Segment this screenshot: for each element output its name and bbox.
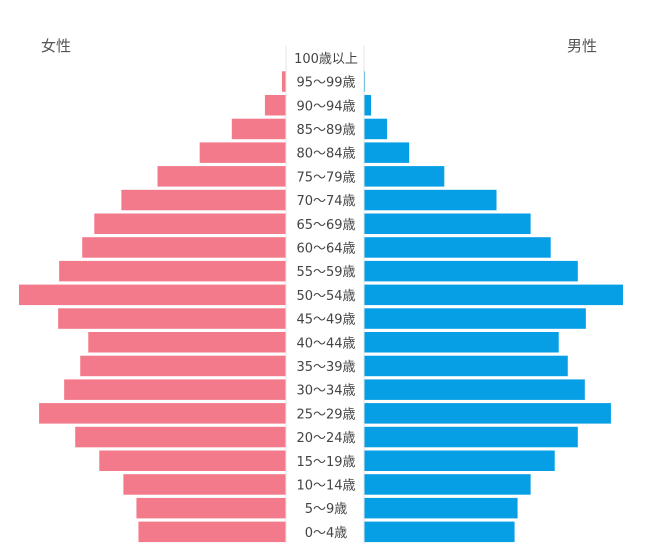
age-label: 5〜9歳 (305, 502, 348, 517)
male-bars-group (364, 71, 623, 543)
male-bar (364, 497, 518, 519)
female-bar (136, 497, 286, 519)
female-bar (123, 474, 286, 495)
age-label: 60〜64歳 (296, 241, 355, 256)
male-bar (364, 142, 410, 163)
female-bar (58, 308, 286, 329)
female-bar (121, 189, 287, 211)
male-bar (364, 284, 623, 306)
age-label: 50〜54歳 (296, 289, 355, 304)
male-bar (364, 521, 515, 543)
male-bar (364, 118, 388, 140)
female-bar (231, 118, 286, 140)
female-bar (82, 237, 286, 258)
age-label: 35〜39歳 (296, 360, 355, 375)
female-bar (64, 379, 286, 400)
female-bar (94, 213, 286, 234)
female-bar (99, 450, 286, 471)
female-bar (19, 284, 286, 306)
male-bar (364, 474, 531, 495)
female-bar (75, 426, 286, 448)
male-bar (364, 166, 445, 187)
age-label: 45〜49歳 (296, 313, 355, 328)
age-label: 30〜34歳 (296, 384, 355, 399)
age-label: 20〜24歳 (296, 431, 355, 446)
age-label: 10〜14歳 (296, 478, 355, 493)
female-bar (138, 521, 286, 543)
legend-male: 男性 (567, 37, 597, 55)
male-bar (364, 450, 555, 471)
age-label: 15〜19歳 (296, 455, 355, 470)
age-label: 70〜74歳 (296, 194, 355, 209)
female-bar (281, 71, 286, 92)
female-bar (264, 95, 286, 116)
age-label: 95〜99歳 (296, 76, 355, 91)
male-bar (364, 95, 372, 116)
male-bar (364, 426, 578, 448)
age-label: 80〜84歳 (296, 147, 355, 162)
female-bar (199, 142, 286, 163)
female-bar (157, 166, 286, 187)
male-bar (364, 237, 551, 258)
female-bar (59, 260, 286, 282)
age-label: 0〜4歳 (305, 526, 348, 541)
age-label: 55〜59歳 (296, 265, 355, 280)
female-bar (39, 403, 286, 424)
age-label: 65〜69歳 (296, 218, 355, 233)
male-bar (364, 379, 585, 400)
age-label: 90〜94歳 (296, 99, 355, 114)
female-bars-group (19, 71, 287, 543)
male-bar (364, 213, 531, 234)
male-bar (364, 332, 559, 353)
male-bar (364, 308, 586, 329)
male-bar (364, 71, 366, 92)
male-bar (364, 260, 578, 282)
age-label: 100歳以上 (294, 52, 358, 67)
female-bar (80, 355, 286, 377)
male-bar (364, 403, 611, 424)
age-label: 85〜89歳 (296, 123, 355, 138)
female-bar (88, 332, 286, 353)
male-bar (364, 189, 497, 211)
age-labels-group: 100歳以上 95〜99歳 90〜94歳 85〜89歳 80〜84歳 75〜79歳 70〜7… (285, 46, 365, 544)
age-label: 40〜44歳 (296, 336, 355, 351)
male-bar (364, 355, 568, 377)
legend-female: 女性 (41, 37, 71, 55)
age-label: 75〜79歳 (296, 170, 355, 185)
age-label: 25〜29歳 (296, 407, 355, 422)
